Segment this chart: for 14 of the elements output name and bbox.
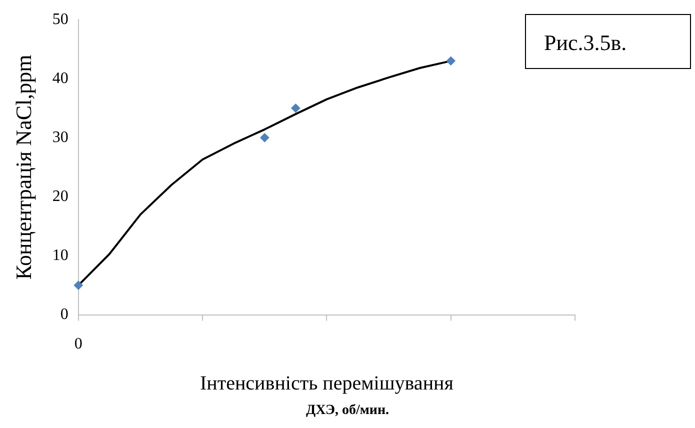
y-tick-label: 50 [52,10,68,28]
y-tick-label: 10 [52,246,68,264]
y-tick-label: 30 [52,128,68,146]
y-tick-label: 40 [52,70,68,87]
point [446,56,456,66]
point [74,280,83,290]
point [260,133,270,142]
y-tick-label: 0 [60,306,68,324]
y-axis-title: Концентрація NaCl,ppm [10,54,36,280]
text: ДХЭ, об/мин. [304,403,390,419]
caption-frame: Рис.3.5в. [525,14,691,69]
point [291,104,300,113]
y-tick-label: 20 [52,188,68,205]
x-axis-title: Інтенсивність перемішування [200,372,454,394]
